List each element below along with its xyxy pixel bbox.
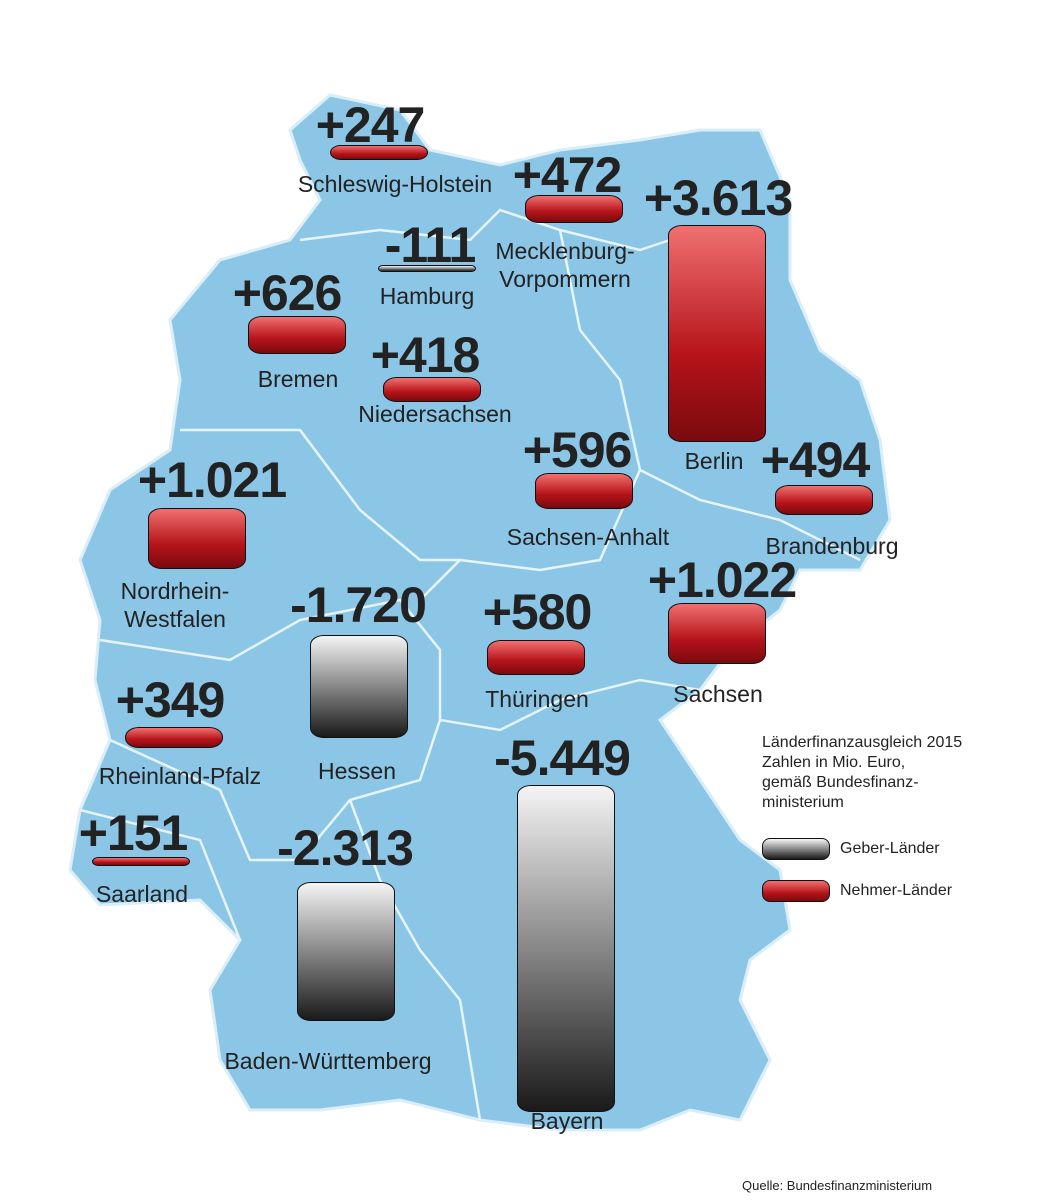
- state-label: Hessen: [318, 758, 396, 784]
- value-label: +3.613: [643, 170, 793, 226]
- bar: [535, 473, 633, 509]
- state-label: Brandenburg: [765, 533, 899, 559]
- value-label: +151: [78, 805, 189, 861]
- value-label: +247: [315, 97, 426, 153]
- value-label: -1.720: [290, 577, 427, 633]
- bar: [668, 225, 766, 442]
- note-line: ministerium: [762, 794, 844, 811]
- state-label: Berlin: [684, 448, 744, 474]
- bar: [310, 635, 408, 739]
- bar: [297, 882, 395, 1021]
- bar: [330, 145, 428, 160]
- state-label: Saarland: [95, 881, 189, 907]
- value-label: +494: [760, 432, 871, 488]
- value-label: +626: [232, 265, 343, 321]
- value-label: +472: [512, 147, 623, 203]
- bar: [775, 485, 873, 515]
- bar: [487, 640, 585, 675]
- legend-label: Nehmer-Länder: [840, 882, 953, 899]
- value-label: +1.021: [137, 452, 287, 508]
- state-label: Sachsen: [673, 681, 763, 707]
- bar: [383, 377, 481, 403]
- note: Länderfinanzausgleich 2015 Zahlen in Mio.…: [762, 733, 962, 813]
- state-label: Niedersachsen: [358, 401, 512, 427]
- state-label: Nordrhein- Westfalen: [120, 578, 230, 632]
- bar: [92, 857, 190, 867]
- value-label: +418: [370, 327, 481, 383]
- bar: [148, 508, 246, 570]
- note-line: Zahlen in Mio. Euro,: [762, 754, 906, 771]
- bar: [668, 603, 766, 665]
- state-label: Sachsen-Anhalt: [506, 524, 670, 550]
- state-label: Bremen: [257, 366, 339, 392]
- state-label: Hamburg: [379, 283, 475, 309]
- value-label: +596: [522, 422, 633, 478]
- bar: [525, 195, 623, 224]
- bar: [378, 265, 476, 272]
- note-line: gemäß Bundesfinanz-: [762, 774, 919, 791]
- state-label: Bayern: [530, 1108, 604, 1134]
- bar: [248, 316, 346, 354]
- bar: [125, 727, 223, 748]
- state-label: Rheinland-Pfalz: [98, 763, 262, 789]
- state-label: Mecklenburg- Vorpommern: [495, 238, 635, 292]
- value-label: +580: [482, 584, 593, 640]
- value-label: -5.449: [494, 730, 631, 786]
- legend-label: Geber-Länder: [840, 840, 940, 857]
- value-label: +349: [115, 672, 226, 728]
- state-borders: [79, 208, 861, 1121]
- bar: [517, 785, 615, 1112]
- note-line: Länderfinanzausgleich 2015: [762, 734, 963, 751]
- state-label: Thüringen: [485, 686, 589, 712]
- legend-swatch: [762, 838, 830, 860]
- value-label: +1.022: [647, 552, 797, 608]
- legend-swatch: [762, 880, 830, 902]
- source: Quelle: Bundesfinanzministerium: [742, 1178, 933, 1193]
- value-label: -111: [384, 217, 477, 273]
- state-label: Schleswig-Holstein: [297, 171, 493, 197]
- state-label: Baden-Württemberg: [224, 1048, 432, 1074]
- value-label: -2.313: [277, 820, 414, 876]
